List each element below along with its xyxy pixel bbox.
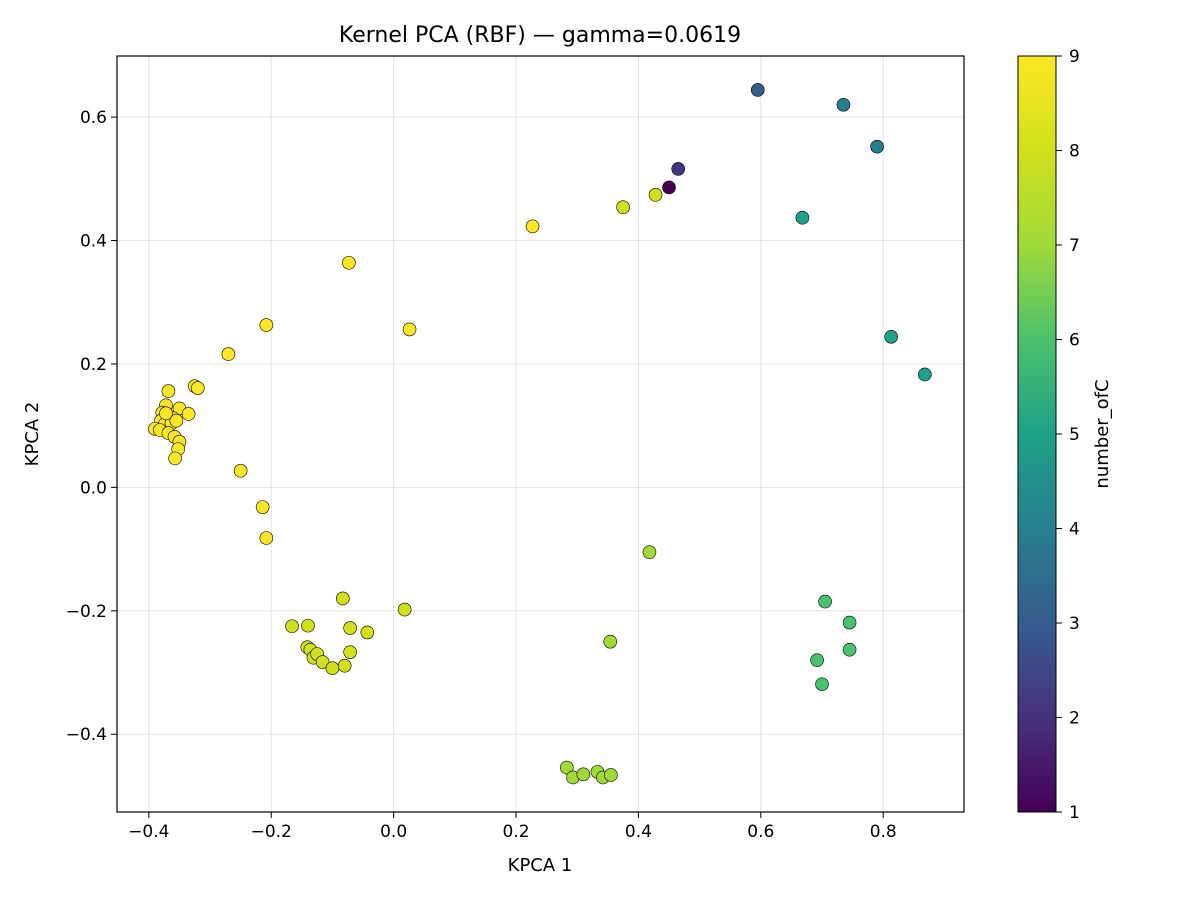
colorbar-tick-label: 3	[1069, 614, 1080, 634]
data-point	[285, 619, 299, 634]
chart-title: Kernel PCA (RBF) — gamma=0.0619	[339, 23, 741, 48]
data-point	[795, 210, 810, 225]
colorbar-tick-label: 1	[1069, 803, 1080, 823]
y-tick-label: −0.4	[66, 725, 107, 745]
data-point	[818, 594, 832, 609]
data-point	[560, 760, 574, 775]
colorbar-tick-label: 7	[1069, 236, 1080, 256]
y-tick-label: 0.2	[80, 355, 107, 375]
colorbar-tick-label: 4	[1069, 520, 1080, 540]
y-axis: −0.4 −0.2 0.0 0.2 0.4 0.6	[66, 108, 117, 745]
data-point	[159, 406, 173, 421]
x-tick-label: −0.4	[128, 822, 169, 842]
x-tick-label: −0.2	[251, 822, 292, 842]
data-point	[662, 180, 676, 195]
data-point	[360, 625, 375, 640]
colorbar-tick-label: 5	[1069, 425, 1080, 445]
data-point	[259, 318, 274, 332]
y-tick-label: 0.0	[80, 478, 107, 498]
colorbar-tick-label: 8	[1069, 142, 1080, 162]
data-point	[576, 767, 591, 782]
x-axis: −0.4 −0.2 0.0 0.2 0.4 0.6 0.8	[128, 812, 897, 842]
data-point	[342, 255, 356, 270]
data-point	[161, 384, 176, 398]
data-point	[836, 97, 851, 112]
y-tick-label: 0.6	[80, 108, 107, 128]
data-point	[525, 219, 540, 234]
data-point	[336, 591, 350, 606]
data-point	[604, 768, 618, 782]
data-point	[648, 188, 663, 202]
data-point	[842, 615, 857, 630]
data-point	[870, 139, 884, 154]
colorbar-tick-label: 2	[1069, 709, 1080, 729]
data-point	[301, 618, 315, 633]
data-point	[255, 500, 270, 514]
grid-lines	[117, 56, 964, 812]
data-point	[603, 634, 618, 649]
data-point	[397, 602, 412, 617]
data-point	[343, 621, 357, 635]
data-point	[884, 329, 898, 344]
data-point	[190, 381, 205, 395]
data-points	[148, 83, 932, 785]
data-point	[259, 531, 274, 545]
data-point	[325, 661, 340, 676]
data-point	[181, 407, 196, 421]
data-point	[750, 83, 765, 97]
data-point	[343, 645, 357, 659]
data-point	[315, 655, 330, 669]
data-point	[168, 451, 182, 466]
colorbar	[1017, 55, 1057, 813]
x-tick-label: 0.8	[870, 822, 897, 842]
colorbar-tick-label: 9	[1069, 47, 1080, 67]
data-point	[815, 677, 829, 692]
data-point	[169, 413, 184, 428]
x-tick-label: 0.0	[380, 822, 407, 842]
x-axis-label: KPCA 1	[508, 855, 573, 876]
data-point	[402, 322, 417, 337]
data-point	[842, 642, 857, 657]
data-point	[918, 367, 932, 382]
data-point	[337, 658, 352, 673]
x-tick-label: 0.2	[502, 822, 529, 842]
plot-area-frame	[116, 55, 965, 813]
colorbar-axis: 1 2 3 4 5 6 7 8 9	[1056, 47, 1080, 823]
colorbar-label: number_ofC	[1092, 379, 1113, 488]
y-tick-label: −0.2	[66, 602, 107, 622]
y-tick-label: 0.4	[80, 232, 107, 252]
x-tick-label: 0.6	[747, 822, 774, 842]
data-point	[810, 653, 824, 667]
data-point	[233, 463, 248, 478]
data-point	[221, 347, 236, 361]
data-point	[616, 200, 630, 214]
data-point	[671, 162, 685, 176]
x-tick-label: 0.4	[625, 822, 652, 842]
data-point	[642, 545, 657, 559]
y-axis-label: KPCA 2	[22, 402, 43, 467]
colorbar-tick-label: 6	[1069, 331, 1080, 351]
